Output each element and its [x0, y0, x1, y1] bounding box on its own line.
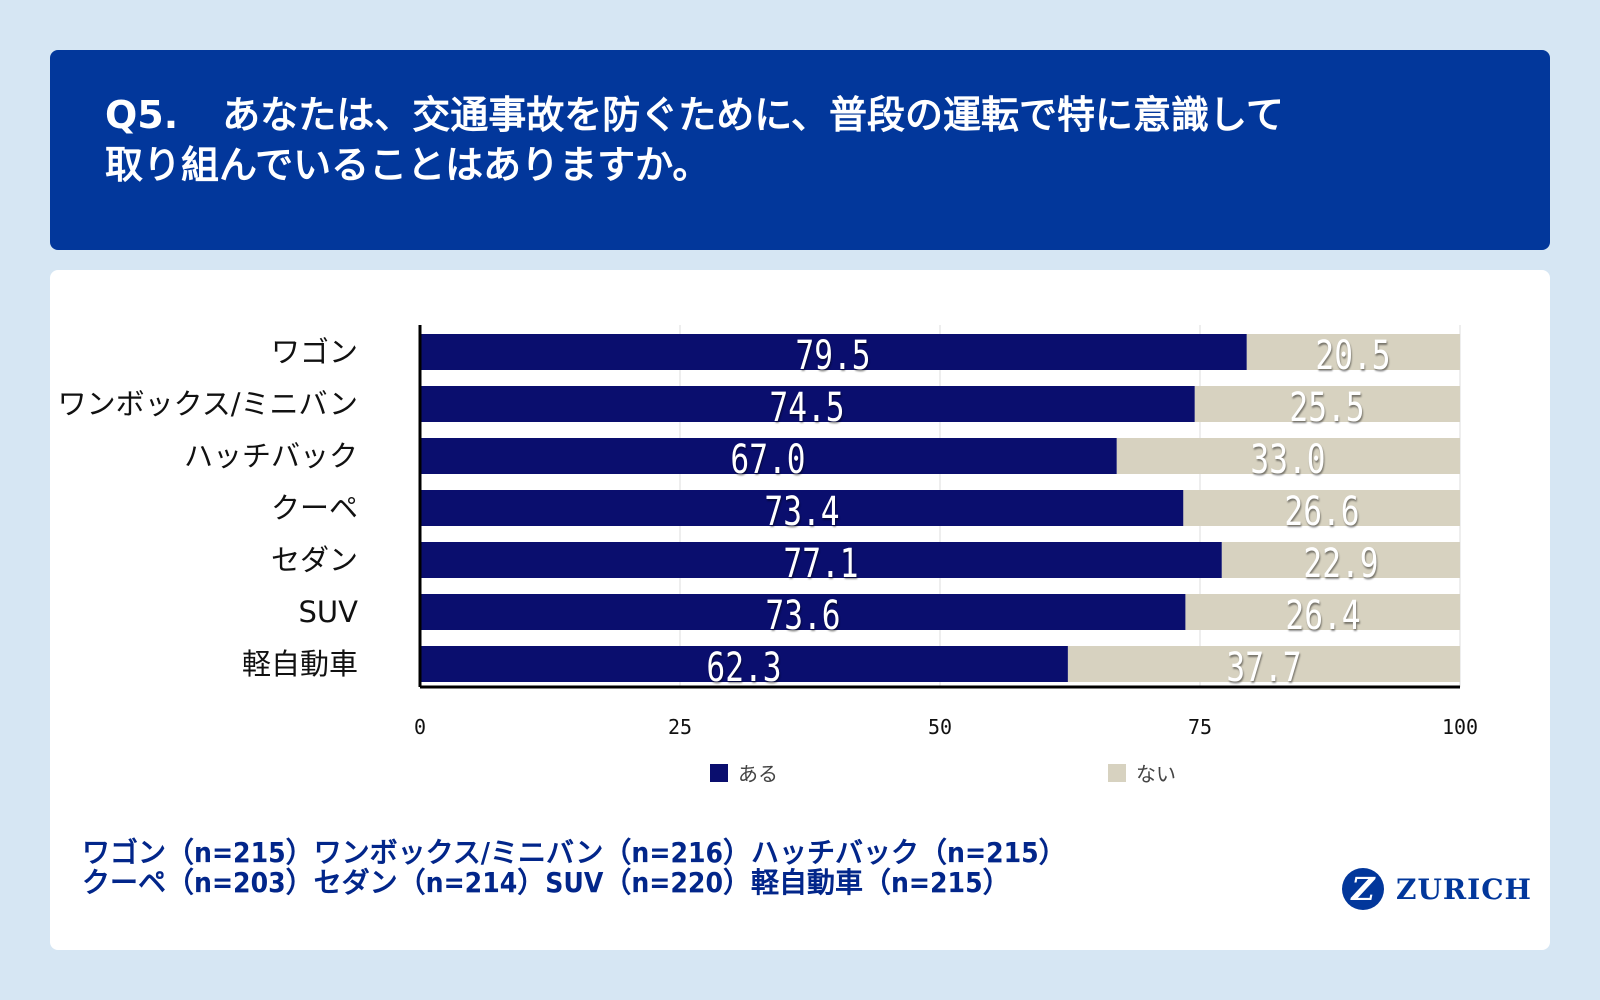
category-label-0: ワゴン: [270, 335, 358, 369]
bar-value-aru-0: 79.5: [795, 333, 871, 379]
bar-nai-0: [1246, 334, 1460, 370]
x-tick-label-100: 100: [1441, 715, 1479, 739]
legend-label-aru: ある: [738, 762, 778, 786]
bar-aru-4: [420, 542, 1222, 578]
legend-item-aru: ある: [710, 758, 778, 787]
category-label-5: SUV: [298, 595, 358, 629]
bar-nai-1: [1194, 386, 1460, 422]
bar-value-nai-5: 26.4: [1285, 593, 1361, 639]
stacked-bar-chart: [418, 325, 1461, 689]
x-tick-label-50: 50: [927, 715, 953, 739]
bar-aru-3: [420, 490, 1184, 526]
category-label-3: クーペ: [270, 491, 358, 525]
bar-value-nai-3: 26.6: [1284, 489, 1360, 535]
bar-aru-5: [420, 594, 1186, 630]
zurich-logo: Z ZURICH: [1342, 868, 1532, 910]
bar-aru-1: [420, 386, 1195, 422]
bar-value-aru-3: 73.4: [764, 489, 840, 535]
bar-value-nai-0: 20.5: [1315, 333, 1391, 379]
bar-value-aru-1: 74.5: [769, 385, 845, 431]
question-number: Q5.: [105, 93, 179, 137]
bar-nai-5: [1185, 594, 1460, 630]
category-label-2: ハッチバック: [183, 439, 358, 473]
chart-panel: 79.5 20.5 ワゴン 74.5 25.5 ワンボックス/ミニバン 67.0 33.0 ハッ…: [50, 270, 1550, 950]
x-tick-label-75: 75: [1187, 715, 1213, 739]
legend-swatch-nai: [1108, 763, 1126, 782]
question-title: Q5. あなたは、交通事故を防ぐために、普段の運転で特に意識して 取り組んでいるこ…: [105, 90, 1405, 190]
category-label-4: セダン: [270, 543, 358, 577]
bar-value-nai-1: 25.5: [1289, 385, 1365, 431]
bar-value-nai-2: 33.0: [1250, 437, 1326, 483]
category-label-1: ワンボックス/ミニバン: [57, 387, 358, 421]
question-line-1: あなたは、交通事故を防ぐために、普段の運転で特に意識して: [222, 93, 1284, 137]
bar-value-aru-2: 67.0: [730, 437, 806, 483]
x-tick-label-25: 25: [667, 715, 693, 739]
bar-aru-0: [420, 334, 1247, 370]
zurich-logo-text: ZURICH: [1396, 872, 1532, 906]
sample-size-footnote: ワゴン（n=215）ワンボックス/ミニバン（n=216）ハッチバック（n=215…: [82, 838, 1182, 898]
legend-swatch-aru: [710, 763, 728, 782]
bar-nai-3: [1183, 490, 1460, 526]
bar-nai-2: [1116, 438, 1460, 474]
legend-item-nai: ない: [1108, 758, 1176, 787]
category-label-6: 軽自動車: [241, 647, 358, 681]
bar-value-aru-6: 62.3: [706, 645, 782, 691]
bar-value-aru-5: 73.6: [765, 593, 841, 639]
bar-aru-2: [420, 438, 1117, 474]
header-banner: Q5. あなたは、交通事故を防ぐために、普段の運転で特に意識して 取り組んでいるこ…: [50, 50, 1550, 250]
footnote-line-1: ワゴン（n=215）ワンボックス/ミニバン（n=216）ハッチバック（n=215…: [82, 836, 1067, 869]
bar-aru-6: [420, 646, 1068, 682]
zurich-logo-mark: Z: [1342, 868, 1384, 910]
bar-value-nai-4: 22.9: [1303, 541, 1379, 587]
bar-value-nai-6: 37.7: [1226, 645, 1302, 691]
x-tick-label-0: 0: [413, 715, 427, 739]
footnote-line-2: クーペ（n=203）セダン（n=214）SUV（n=220）軽自動車（n=215…: [82, 866, 1011, 899]
bar-nai-6: [1067, 646, 1460, 682]
question-line-2: 取り組んでいることはありますか。: [105, 143, 711, 187]
bar-nai-4: [1221, 542, 1460, 578]
bar-value-aru-4: 77.1: [783, 541, 859, 587]
legend-label-nai: ない: [1136, 762, 1176, 786]
